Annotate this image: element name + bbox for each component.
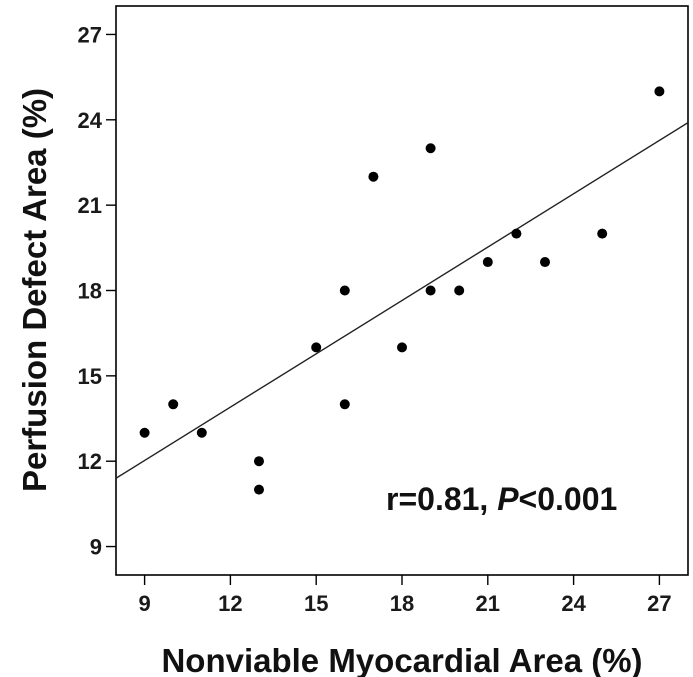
y-axis-ticks: 9 12 15 18 21 24 27 (78, 22, 116, 560)
data-point (168, 399, 179, 410)
data-points (139, 86, 665, 495)
data-point (196, 427, 207, 438)
x-tick-label: 9 (138, 591, 150, 616)
data-point (425, 143, 436, 154)
data-point (397, 342, 407, 353)
data-point (425, 285, 436, 296)
annotation-statistics: r=0.81, P<0.001 (386, 481, 617, 517)
x-tick-label: 12 (218, 591, 242, 616)
y-tick-label: 9 (90, 535, 102, 560)
y-tick-label: 21 (78, 193, 102, 218)
data-point (339, 285, 350, 296)
data-point (511, 228, 522, 239)
data-point (654, 86, 665, 97)
data-point (482, 257, 493, 268)
y-tick-label: 27 (78, 22, 102, 47)
data-point (139, 427, 150, 438)
annotation-p-value: <0.001 (519, 481, 618, 517)
data-point (254, 484, 264, 495)
y-tick-label: 12 (78, 449, 102, 474)
data-point (254, 456, 264, 467)
y-tick-label: 15 (78, 364, 102, 389)
x-axis-ticks: 9 12 15 18 21 24 27 (138, 575, 672, 616)
data-point (368, 171, 379, 182)
y-tick-label: 18 (78, 279, 102, 304)
annotation-p-symbol: P (497, 481, 519, 517)
regression-line (115, 122, 689, 479)
x-tick-label: 18 (390, 591, 414, 616)
data-point (540, 257, 550, 268)
data-point (454, 285, 465, 296)
data-point (311, 342, 322, 353)
x-tick-label: 27 (647, 591, 671, 616)
x-tick-label: 15 (304, 591, 328, 616)
x-axis-label: Nonviable Myocardial Area (%) (161, 642, 642, 677)
y-tick-label: 24 (78, 108, 103, 133)
data-point (597, 228, 608, 239)
y-axis-label: Perfusion Defect Area (%) (16, 88, 53, 492)
x-tick-label: 21 (476, 591, 500, 616)
annotation-r: r=0.81, (386, 481, 497, 517)
x-tick-label: 24 (561, 591, 586, 616)
data-point (339, 399, 350, 410)
